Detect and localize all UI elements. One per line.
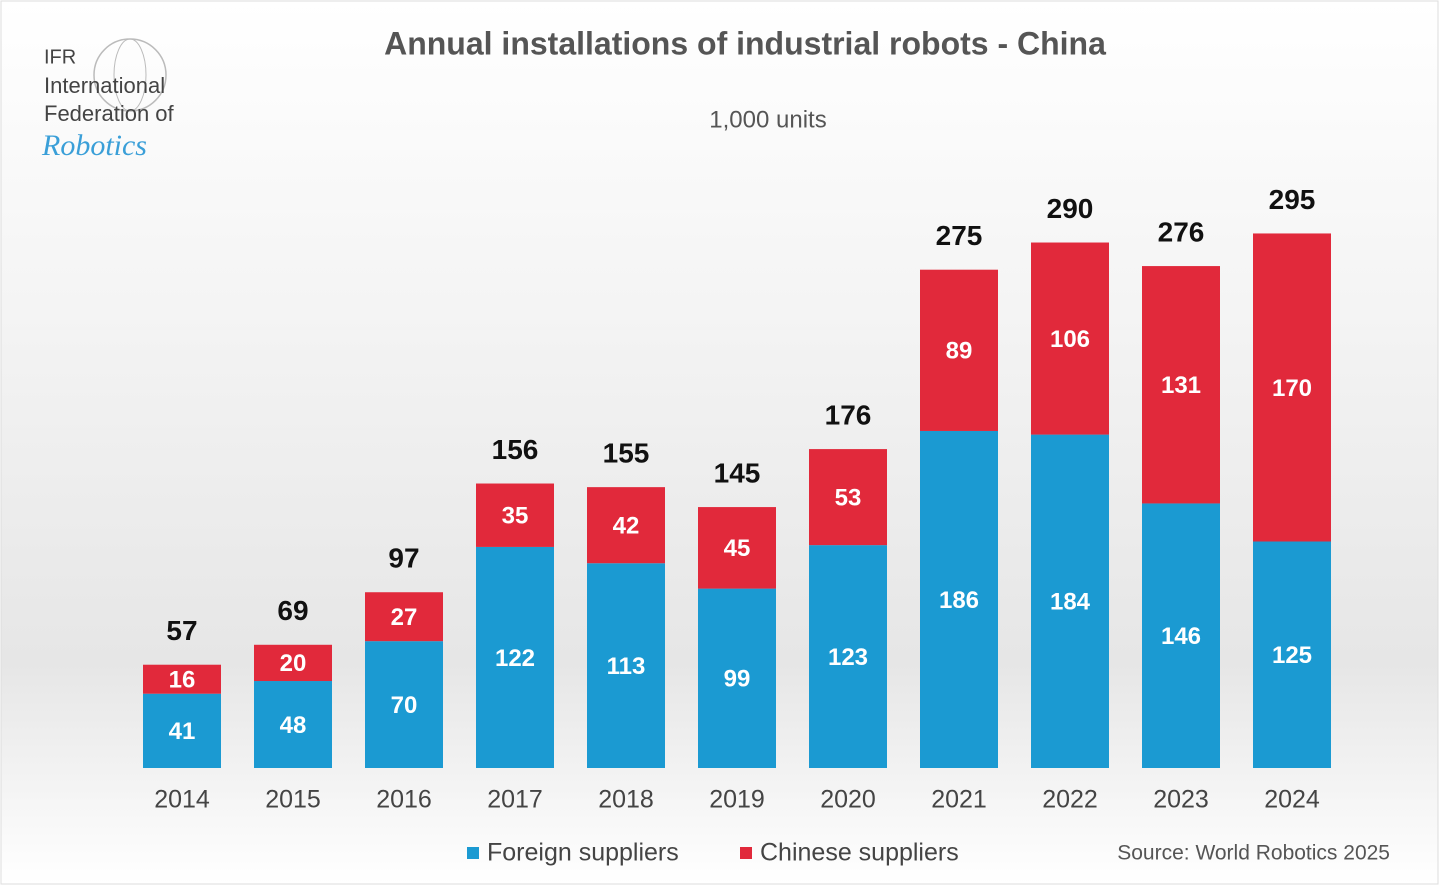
x-tick-label: 2014 [154, 786, 210, 814]
value-label: 131 [1161, 372, 1201, 399]
bar-segment [1253, 541, 1331, 768]
x-tick-label: 2021 [931, 786, 987, 814]
legend-swatch [467, 847, 479, 859]
bar-segment [1031, 242, 1109, 435]
value-label: 20 [280, 650, 307, 677]
x-tick-label: 2019 [709, 786, 765, 814]
value-label: 113 [607, 653, 646, 680]
bar-segment [809, 449, 887, 546]
bar-segment [254, 644, 332, 682]
value-label: 45 [724, 535, 751, 562]
value-label: 41 [169, 718, 196, 745]
x-tick-label: 2023 [1153, 786, 1209, 814]
value-label: 48 [280, 712, 307, 739]
value-label: 53 [835, 484, 862, 511]
x-tick-label: 2022 [1042, 786, 1098, 814]
bar-segment [143, 664, 221, 694]
total-label: 97 [388, 543, 419, 574]
logo-text: International [44, 73, 165, 98]
logo-text: Robotics [41, 129, 147, 162]
value-label: 16 [169, 667, 196, 694]
total-label: 156 [492, 434, 539, 465]
bar-segment [476, 483, 554, 547]
x-tick-label: 2024 [1264, 786, 1320, 814]
value-label: 146 [1161, 623, 1201, 650]
bar-segment [476, 546, 554, 768]
source: Source: World Robotics 2025 [1117, 842, 1390, 865]
bar-segment [143, 693, 221, 768]
x-tick-label: 2017 [487, 786, 543, 814]
bar-segment [698, 588, 776, 768]
bar-segment [698, 507, 776, 589]
value-label: 125 [1272, 642, 1312, 669]
x-tick-label: 2018 [598, 786, 654, 814]
value-label: 123 [828, 644, 868, 671]
legend-label: Chinese suppliers [760, 839, 959, 867]
total-label: 176 [825, 399, 872, 430]
total-label: 69 [277, 595, 308, 626]
bar-segment [809, 545, 887, 768]
total-label: 290 [1047, 193, 1094, 224]
value-label: 99 [724, 666, 751, 693]
value-label: 106 [1050, 326, 1090, 353]
logo-text: IFR [44, 46, 76, 68]
x-tick-label: 2016 [376, 786, 432, 814]
value-label: 89 [946, 338, 973, 365]
value-label: 70 [391, 692, 418, 719]
value-label: 186 [939, 587, 979, 614]
bar-segment [1142, 266, 1220, 504]
value-label: 27 [391, 604, 418, 631]
bar-segment [587, 487, 665, 564]
logo-text: Federation of [44, 101, 175, 126]
value-label: 184 [1050, 589, 1091, 616]
bar-segment [1031, 434, 1109, 768]
total-label: 276 [1158, 216, 1205, 247]
total-label: 57 [166, 615, 197, 646]
value-label: 35 [502, 503, 529, 530]
value-label: 122 [495, 645, 535, 672]
value-label: 42 [613, 513, 640, 540]
bar-segment [365, 641, 443, 768]
chart-subtitle: 1,000 units [709, 106, 826, 133]
legend-label: Foreign suppliers [487, 839, 679, 867]
value-label: 170 [1272, 375, 1312, 402]
bar-segment [1253, 233, 1331, 542]
total-label: 145 [714, 457, 761, 488]
bar-segment [254, 681, 332, 768]
bar-segment [920, 269, 998, 431]
total-label: 275 [936, 220, 983, 251]
bar-segment [1142, 503, 1220, 768]
x-tick-label: 2015 [265, 786, 321, 814]
total-label: 295 [1269, 184, 1316, 215]
bar-segment [365, 592, 443, 642]
legend-swatch [740, 847, 752, 859]
logo-globe [113, 38, 147, 112]
x-tick-label: 2020 [820, 786, 876, 814]
bar-segment [920, 430, 998, 768]
chart-title: Annual installations of industrial robot… [384, 25, 1106, 61]
bar-segment [587, 563, 665, 768]
total-label: 155 [603, 438, 650, 469]
